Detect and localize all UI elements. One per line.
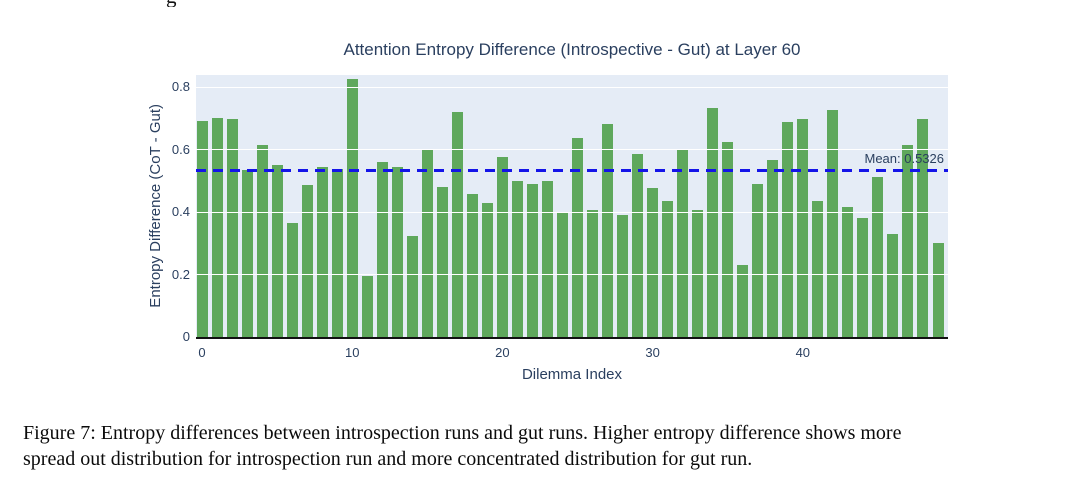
gridline	[196, 211, 948, 213]
bar[interactable]	[782, 121, 794, 337]
x-axis-title: Dilemma Index	[521, 366, 623, 383]
bar[interactable]	[842, 207, 854, 337]
bar[interactable]	[466, 193, 478, 337]
bar[interactable]	[451, 112, 463, 337]
bar[interactable]	[331, 169, 343, 337]
y-tick-label: 0.4	[171, 204, 190, 219]
bar[interactable]	[737, 264, 749, 337]
bar[interactable]	[526, 184, 538, 337]
gridline	[196, 274, 948, 275]
bar[interactable]	[481, 202, 493, 337]
bar[interactable]	[421, 149, 433, 337]
bar[interactable]	[286, 222, 298, 337]
bar[interactable]	[256, 145, 268, 337]
bar[interactable]	[271, 164, 283, 337]
caption-line-1: Figure 7: Entropy differences between in…	[23, 422, 902, 444]
bar[interactable]	[406, 235, 418, 337]
bar[interactable]	[361, 275, 373, 337]
bar[interactable]	[316, 167, 328, 337]
bar[interactable]	[541, 181, 553, 337]
bar[interactable]	[827, 110, 839, 337]
x-tick-label: 40	[795, 345, 811, 360]
y-tick-label: 0	[182, 329, 190, 344]
bar[interactable]	[707, 108, 719, 337]
bar[interactable]	[602, 123, 614, 337]
x-tick-label: 20	[495, 345, 510, 360]
chart-title: Attention Entropy Difference (Introspect…	[343, 40, 801, 59]
bar[interactable]	[932, 242, 944, 337]
bar[interactable]	[617, 215, 629, 337]
bar[interactable]	[241, 169, 253, 337]
bar[interactable]	[496, 157, 508, 337]
cropped-glyph: g	[166, 0, 177, 7]
y-tick-label: 0.2	[171, 266, 190, 282]
bar[interactable]	[902, 145, 914, 337]
bar[interactable]	[511, 181, 523, 337]
bar[interactable]	[872, 177, 884, 337]
bar[interactable]	[812, 201, 824, 337]
x-axis-line	[196, 337, 948, 339]
caption-line-2: spread out distribution for introspectio…	[23, 448, 753, 470]
x-tick-label: 30	[645, 345, 660, 360]
bar[interactable]	[797, 118, 809, 337]
bar[interactable]	[692, 210, 704, 337]
bar[interactable]	[722, 142, 734, 337]
bar[interactable]	[662, 201, 674, 337]
mean-line	[196, 169, 948, 173]
bar[interactable]	[226, 118, 238, 337]
mean-annotation: Mean: 0.5326	[864, 150, 944, 166]
plot-area: Mean: 0.5326	[196, 75, 948, 337]
bar[interactable]	[887, 233, 899, 337]
bar[interactable]	[752, 183, 764, 337]
gridline	[196, 149, 948, 150]
bar[interactable]	[647, 188, 659, 337]
bar[interactable]	[376, 162, 388, 337]
y-tick-label: 0.6	[171, 141, 190, 157]
bar[interactable]	[857, 218, 869, 337]
figure-caption: Figure 7: Entropy differences between in…	[23, 420, 901, 472]
x-tick-label: 10	[344, 345, 360, 360]
bar[interactable]	[917, 119, 929, 337]
cropped-text-fragment: g	[166, 0, 186, 7]
bar[interactable]	[391, 166, 403, 337]
bar[interactable]	[632, 154, 644, 337]
bar[interactable]	[301, 184, 313, 337]
bar[interactable]	[436, 186, 448, 337]
bar[interactable]	[211, 117, 223, 337]
bar[interactable]	[767, 160, 779, 337]
y-tick-label: 0.8	[171, 79, 190, 94]
bar[interactable]	[346, 79, 358, 337]
bar[interactable]	[572, 137, 583, 337]
bar[interactable]	[196, 121, 208, 337]
bar[interactable]	[677, 150, 689, 337]
bar[interactable]	[587, 210, 599, 337]
gridline	[196, 86, 948, 88]
x-tick-label: 0	[198, 345, 206, 360]
